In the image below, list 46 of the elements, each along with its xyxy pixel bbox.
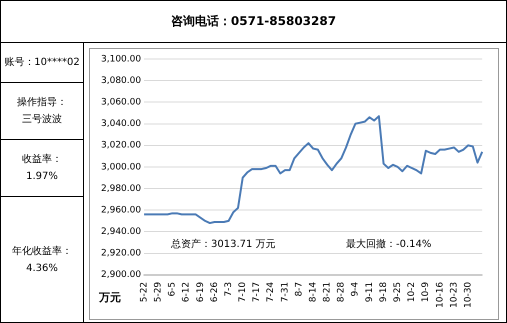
x-tick-label: 6-5 [168, 282, 178, 297]
y-tick-label: 3,040.00 [101, 119, 142, 130]
x-tick-label: 8-28 [336, 282, 347, 302]
x-tick-label: 7-10 [238, 282, 248, 302]
y-tick-label: 3,060.00 [101, 98, 142, 108]
text: 4.36% [25, 262, 59, 276]
x-tick-label: 10-16 [435, 282, 446, 308]
annotation: 最大回撤：-0.14% [346, 238, 432, 251]
y-tick-label: 2,980.00 [101, 184, 142, 194]
text: 1.97% [25, 170, 59, 184]
x-tick-label: 9-4 [350, 282, 361, 297]
y-tick-label: 2,940.00 [101, 227, 142, 238]
x-tick-label: 7-31 [280, 282, 290, 302]
y-tick-label: 3,100.00 [101, 54, 142, 64]
y-tick-label: 3,000.00 [101, 162, 142, 172]
x-tick-label: 5-29 [154, 282, 164, 302]
x-tick-label: 10-9 [421, 282, 432, 302]
x-tick-label: 6-12 [182, 282, 192, 302]
x-tick-label: 9-11 [364, 282, 375, 302]
text: 收益率： [22, 152, 62, 167]
x-tick-label: 8-21 [322, 282, 333, 302]
x-tick-label: 7-3 [224, 282, 234, 297]
y-axis-title: 万元 [99, 290, 121, 305]
x-tick-label: 10-30 [463, 282, 474, 308]
x-tick-label: 6-26 [210, 282, 220, 302]
x-tick-label: 10-23 [449, 282, 460, 308]
y-tick-label: 2,960.00 [101, 205, 142, 216]
x-tick-label: 9-25 [393, 282, 404, 302]
x-tick-label: 8-7 [294, 282, 304, 297]
text: 操作指导： [17, 96, 67, 110]
y-tick-label: 2,900.00 [101, 270, 142, 280]
y-tick-label: 3,080.00 [101, 76, 142, 86]
y-tick-label: 2,920.00 [101, 248, 142, 259]
x-tick-label: 7-24 [266, 282, 276, 302]
text: 咨询电话：0571-85803287 [1, 1, 506, 43]
text: 年化收益率： [12, 244, 72, 258]
x-tick-label: 10-2 [407, 282, 418, 302]
x-tick-label: 8-14 [308, 282, 318, 302]
annotation: 总资产：3013.71 万元 [171, 238, 276, 251]
x-tick-label: 9-18 [378, 282, 389, 302]
text: 账号：10****02 [4, 56, 80, 70]
text: 三号波波 [21, 112, 63, 127]
x-tick-label: 6-19 [196, 282, 206, 302]
y-tick-label: 3,020.00 [101, 140, 142, 151]
x-tick-label: 7-17 [252, 282, 262, 302]
x-tick-label: 5-22 [139, 282, 150, 302]
